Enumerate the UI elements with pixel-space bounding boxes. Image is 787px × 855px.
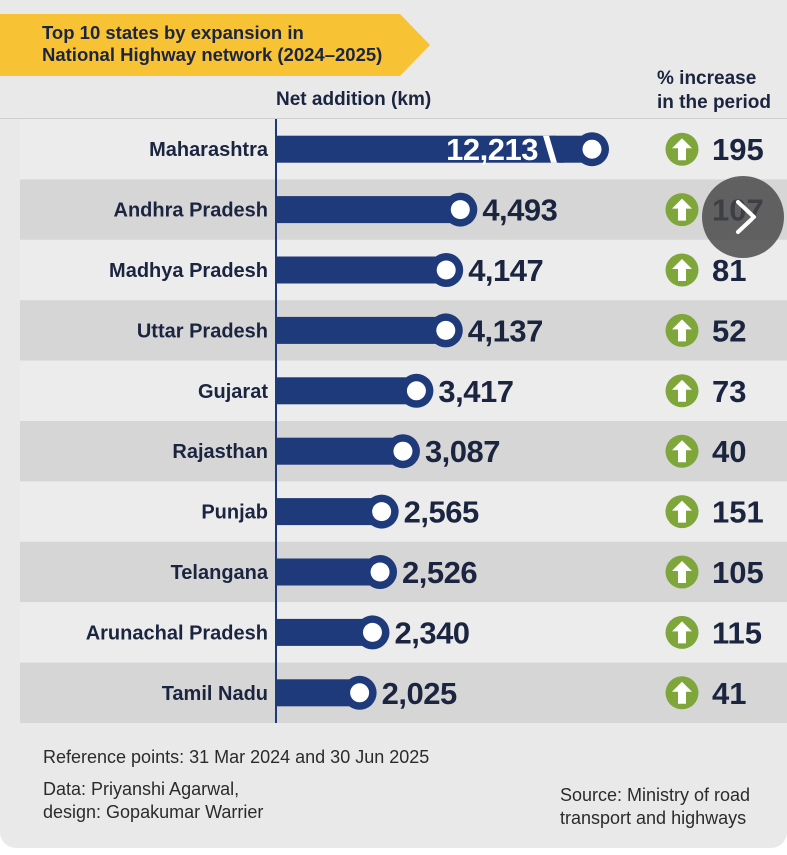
percent-label: 41	[712, 676, 746, 711]
bar-end-dot	[406, 381, 426, 401]
source-note: Source: Ministry of road transport and h…	[560, 785, 751, 828]
value-label: 4,137	[468, 313, 543, 348]
chevron-right-icon	[736, 200, 756, 234]
value-label: 2,025	[382, 676, 457, 711]
value-label: 2,526	[402, 555, 477, 590]
bar	[277, 135, 592, 163]
reference-note: Reference points: 31 Mar 2024 and 30 Jun…	[43, 747, 430, 767]
value-label: 3,417	[438, 374, 513, 409]
bar-end-dot	[372, 502, 392, 522]
percent-label: 115	[712, 615, 762, 650]
percent-label: 40	[712, 434, 746, 469]
percent-label: 195	[712, 132, 764, 167]
state-label: Madhya Pradesh	[109, 260, 268, 282]
value-label: 2,565	[404, 495, 479, 530]
up-arrow-glyph	[672, 440, 692, 463]
state-label: Telangana	[171, 562, 269, 584]
bar-end-dot	[350, 683, 370, 703]
up-arrow-glyph	[672, 319, 692, 342]
table-row	[20, 602, 787, 663]
bar	[277, 377, 417, 405]
value-label: 3,087	[425, 434, 500, 469]
up-arrow-glyph	[672, 379, 692, 402]
table-row	[20, 662, 787, 723]
percent-label: 151	[712, 495, 764, 530]
bar	[277, 316, 446, 344]
axis-break-gap	[551, 135, 564, 163]
header-divider	[0, 118, 787, 119]
state-label: Maharashtra	[149, 139, 269, 161]
bar-end-dot	[370, 562, 390, 582]
value-label: 12,213	[446, 132, 538, 167]
value-label: 4,493	[482, 193, 557, 228]
bar-end-dot	[436, 260, 456, 280]
state-label: Punjab	[201, 502, 268, 524]
credits-note: Data: Priyanshi Agarwal, design: Gopakum…	[43, 779, 264, 822]
bar-chart: Maharashtra 12,213 195 Andhra Pradesh 4,493 1…	[0, 118, 787, 723]
state-label: Andhra Pradesh	[114, 200, 268, 222]
net-addition-header: Net addition (km)	[276, 89, 432, 110]
bar	[277, 558, 381, 586]
chart-title: Top 10 states by expansion in National H…	[42, 22, 383, 65]
up-arrow-glyph	[672, 198, 692, 221]
percent-label: 105	[712, 555, 764, 590]
up-arrow-glyph	[672, 138, 692, 161]
banner-shape	[0, 14, 430, 76]
state-label: Uttar Pradesh	[137, 320, 268, 342]
table-row	[20, 481, 787, 542]
bar	[277, 196, 461, 224]
bar	[277, 437, 403, 465]
percent-label: 52	[712, 313, 746, 348]
bar-end-dot	[393, 441, 413, 461]
state-label: Arunachal Pradesh	[86, 622, 268, 644]
state-label: Rajasthan	[172, 441, 268, 463]
bar-end-dot	[582, 139, 602, 159]
value-label: 2,340	[394, 615, 469, 650]
bar	[277, 256, 447, 284]
percent-label: 81	[712, 253, 746, 288]
percent-increase-header: % increase in the period	[657, 68, 771, 113]
title-banner: Top 10 states by expansion in National H…	[0, 14, 430, 76]
bar-end-dot	[450, 200, 470, 220]
up-arrow-glyph	[672, 259, 692, 281]
bar-end-dot	[362, 622, 382, 642]
up-arrow-glyph	[672, 500, 692, 523]
state-label: Tamil Nadu	[162, 683, 268, 705]
table-row	[20, 541, 787, 603]
value-label: 4,147	[468, 253, 543, 288]
up-arrow-glyph	[672, 621, 692, 644]
bar-end-dot	[436, 320, 456, 340]
axis-break-mark	[543, 135, 557, 163]
percent-label: 73	[712, 374, 746, 409]
up-arrow-glyph	[672, 561, 692, 583]
axis-baseline	[275, 119, 277, 723]
up-arrow-glyph	[672, 681, 692, 704]
state-label: Gujarat	[198, 381, 268, 403]
bar	[277, 498, 382, 526]
next-slide-button[interactable]	[702, 176, 784, 258]
